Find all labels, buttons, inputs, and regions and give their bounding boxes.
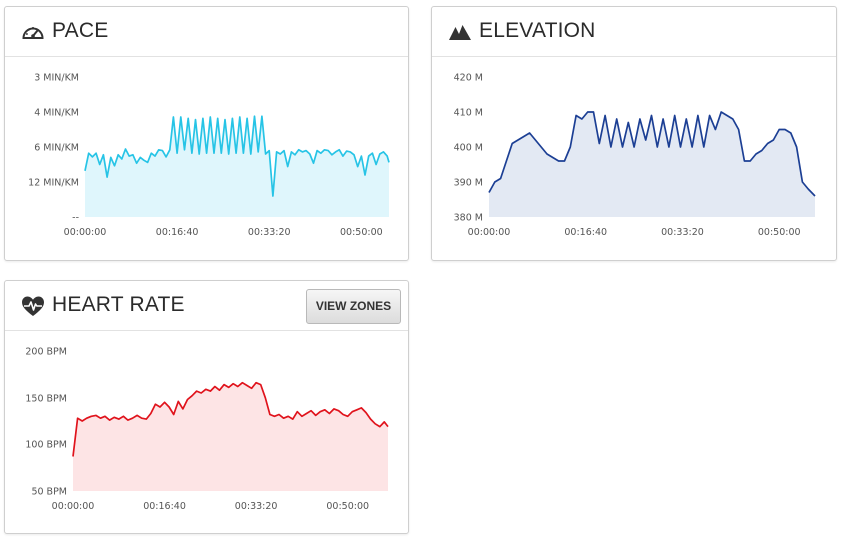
pace-x-tick-label: 00:00:00	[64, 227, 107, 238]
elevation-title: ELEVATION	[479, 19, 596, 42]
elevation-y-tick-label: 390 M	[454, 178, 483, 189]
elevation-x-tick-label: 00:16:40	[564, 227, 607, 238]
heart-rate-chart: 200 BPM 150 BPM 100 BPM 50 BPM 00:00:00 00:16…	[25, 347, 389, 512]
elevation-y-tick-label: 420 M	[454, 73, 483, 84]
pace-x-tick-label: 00:50:00	[340, 227, 383, 238]
elevation-chart: 420 M 410 M 400 M 390 M 380 M 00:00:00 00:16:4…	[454, 73, 816, 238]
heart-rate-x-tick-label: 00:00:00	[52, 501, 95, 512]
pace-title: PACE	[52, 19, 109, 42]
heart-rate-panel-header: HEART RATE VIEW ZONES	[5, 281, 408, 331]
heart-pulse-icon	[22, 296, 44, 316]
mountain-icon	[449, 25, 471, 40]
speedometer-icon	[22, 27, 44, 39]
elevation-y-tick-label: 400 M	[454, 143, 483, 154]
pace-panel: PACE 3 MIN/KM 4 MIN/KM 6 MIN/KM 12 MIN/KM --…	[4, 6, 409, 261]
heart-rate-y-tick-label: 100 BPM	[25, 440, 67, 451]
heart-rate-y-tick-label: 50 BPM	[31, 487, 67, 498]
heart-rate-x-tick-label: 00:50:00	[326, 501, 369, 512]
view-zones-button[interactable]: VIEW ZONES	[306, 289, 401, 324]
elevation-x-tick-label: 00:00:00	[468, 227, 511, 238]
pace-y-tick-label: 4 MIN/KM	[34, 108, 79, 119]
elevation-y-tick-label: 410 M	[454, 108, 483, 119]
elevation-panel: ELEVATION 420 M 410 M 400 M 390 M 380 M 00:00…	[431, 6, 837, 261]
heart-rate-x-tick-label: 00:16:40	[143, 501, 186, 512]
pace-chart: 3 MIN/KM 4 MIN/KM 6 MIN/KM 12 MIN/KM -- 00:00…	[28, 73, 390, 238]
pace-area	[85, 116, 389, 217]
pace-line	[84, 115, 390, 197]
pace-y-tick-label: 12 MIN/KM	[28, 178, 79, 189]
pace-panel-header: PACE	[5, 7, 408, 57]
elevation-line	[488, 111, 816, 197]
heart-rate-title: HEART RATE	[52, 293, 185, 316]
pace-x-tick-label: 00:16:40	[156, 227, 199, 238]
heart-rate-area	[73, 382, 388, 491]
pace-y-tick-label: 3 MIN/KM	[34, 73, 79, 84]
heart-rate-panel: HEART RATE VIEW ZONES 200 BPM 150 BPM 100 …	[4, 280, 409, 534]
elevation-x-tick-label: 00:50:00	[758, 227, 801, 238]
pace-x-tick-label: 00:33:20	[248, 227, 291, 238]
pace-y-tick-label: --	[72, 213, 79, 224]
elevation-x-tick-label: 00:33:20	[661, 227, 704, 238]
heart-rate-line	[72, 381, 389, 457]
heart-rate-y-tick-label: 200 BPM	[25, 347, 67, 358]
elevation-area	[489, 112, 815, 217]
elevation-y-tick-label: 380 M	[454, 213, 483, 224]
heart-rate-x-tick-label: 00:33:20	[235, 501, 278, 512]
elevation-panel-header: ELEVATION	[432, 7, 836, 57]
heart-rate-y-tick-label: 150 BPM	[25, 394, 67, 405]
pace-y-tick-label: 6 MIN/KM	[34, 143, 79, 154]
